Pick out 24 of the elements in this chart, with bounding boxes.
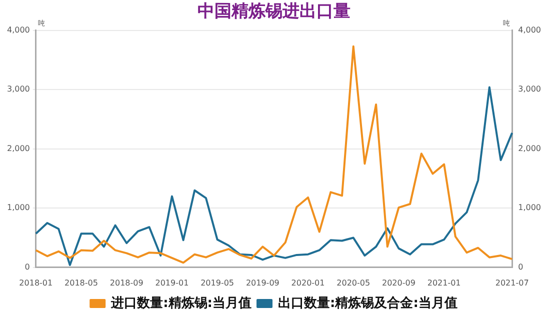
x-tick-label: 2021-07 (495, 278, 529, 288)
x-tick-label: 2019-05 (200, 278, 234, 288)
x-tick-label: 2018-05 (64, 278, 98, 288)
y-tick-label: 0 (24, 262, 30, 272)
x-tick-label: 2018-01 (19, 278, 53, 288)
legend-label: 进口数量:精炼锡:当月值 (110, 296, 252, 311)
legend-label: 出口数量:精炼锡及合金:当月值 (278, 294, 458, 311)
y2-tick-label: 1,000 (518, 203, 542, 212)
y-tick-label: 4,000 (6, 25, 30, 34)
chart-title: 中国精炼锡进出口量 (198, 2, 350, 22)
x-tick-label: 2018-09 (110, 278, 144, 288)
x-tick-label: 2019-09 (246, 278, 280, 288)
x-tick-label: 2020-01 (291, 278, 325, 288)
y-tick-label: 1,000 (6, 203, 30, 212)
y2-tick-label: 3,000 (518, 84, 542, 94)
y-tick-label: 2,000 (6, 144, 30, 153)
y-tick-label: 3,000 (6, 84, 30, 94)
x-tick-label: 2019-01 (155, 278, 189, 288)
x-tick-label: 2020-05 (336, 278, 370, 288)
y2-tick-label: 2,000 (518, 144, 542, 153)
y2-tick-label: 0 (518, 262, 524, 272)
y2-tick-label: 4,000 (518, 25, 542, 34)
x-tick-label: 2020-09 (382, 278, 416, 288)
x-tick-label: 2021-01 (427, 278, 461, 288)
